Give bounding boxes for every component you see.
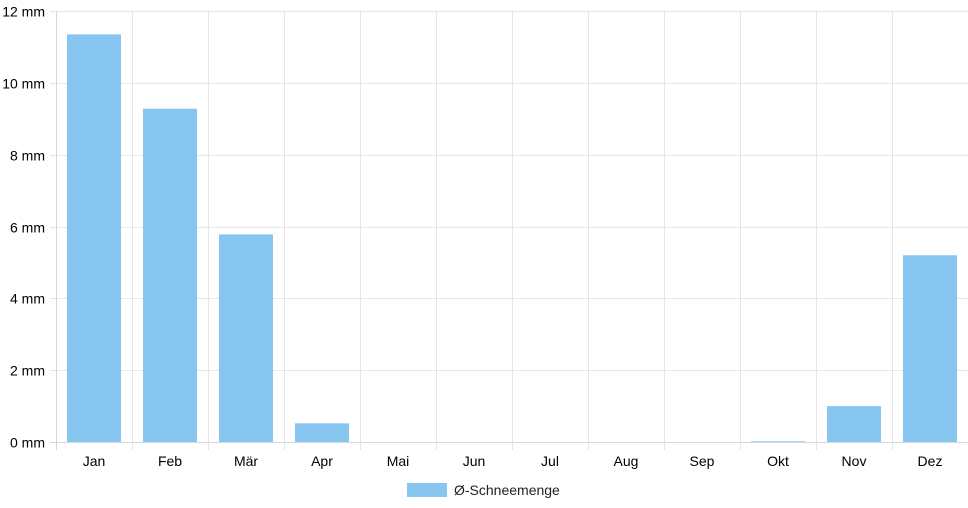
y-tick-label: 6 mm: [10, 220, 45, 236]
y-tick-label: 10 mm: [2, 76, 45, 92]
legend-label[interactable]: Ø-Schneemenge: [454, 482, 560, 498]
x-tick-label: Okt: [767, 453, 789, 469]
bar-jan[interactable]: [67, 34, 121, 442]
x-tick-label: Mai: [387, 453, 410, 469]
bar-apr[interactable]: [295, 423, 349, 442]
x-tick-label: Jul: [541, 453, 559, 469]
bar-okt[interactable]: [751, 441, 805, 442]
bar-dez[interactable]: [903, 255, 957, 442]
bars: [67, 34, 957, 442]
x-tick-label: Feb: [158, 453, 182, 469]
y-tick-label: 12 mm: [2, 4, 45, 20]
legend-swatch[interactable]: [407, 483, 447, 497]
x-tick-label: Jun: [463, 453, 486, 469]
x-tick-label: Dez: [918, 453, 943, 469]
legend[interactable]: Ø-Schneemenge: [407, 482, 560, 498]
y-tick-label: 4 mm: [10, 291, 45, 307]
bar-feb[interactable]: [143, 108, 197, 442]
y-tick-label: 2 mm: [10, 363, 45, 379]
bar-nov[interactable]: [827, 406, 881, 442]
x-tick-label: Jan: [83, 453, 106, 469]
y-tick-label: 8 mm: [10, 148, 45, 164]
y-tick-label: 0 mm: [10, 435, 45, 451]
bar-mär[interactable]: [219, 234, 273, 442]
grid-lines: [50, 11, 968, 450]
x-tick-label: Apr: [311, 453, 333, 469]
axes: 0 mm 2 mm 4 mm 6 mm 8 mm 10 mm 12 mm Jan Feb Mär A…: [2, 4, 942, 470]
x-tick-label: Sep: [690, 453, 715, 469]
x-tick-label: Nov: [842, 453, 867, 469]
x-tick-label: Mär: [234, 453, 258, 469]
x-tick-label: Aug: [614, 453, 639, 469]
